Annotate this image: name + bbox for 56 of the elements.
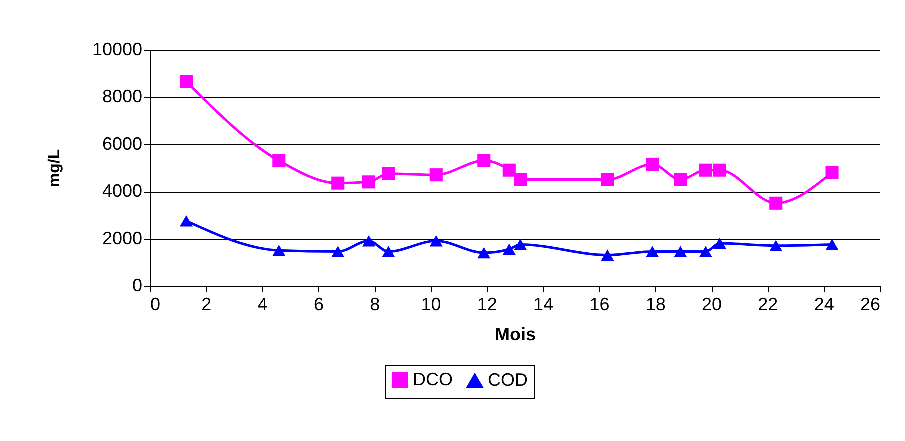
y-tick-label: 0 [132,276,142,296]
x-tick-label: 22 [758,294,778,314]
x-tick-label: 18 [646,294,666,314]
x-tick-label: 24 [814,294,834,314]
point [713,164,726,177]
y-tick-label: 2000 [102,228,142,248]
x-tick-label: 4 [258,294,268,314]
point [514,239,528,250]
y-tick-label: 8000 [102,86,142,107]
legend-label: COD [488,370,528,390]
point [272,244,286,256]
point [514,173,528,186]
point [601,173,614,186]
point [362,176,376,189]
point [770,240,783,252]
point [272,154,286,168]
y-axis-title: mg/L [46,149,64,188]
point [430,236,443,247]
point [502,244,516,256]
point [382,246,396,258]
x-tick-label: 2 [202,294,212,314]
x-tick-label: 26 [860,294,880,314]
point [674,173,688,186]
x-tick-label: 8 [370,294,380,314]
y-tick-label: 4000 [102,181,142,202]
point [674,246,688,258]
x-tick-label: 0 [150,294,161,314]
point [770,196,783,210]
point [382,167,396,180]
x-tick-label: 16 [590,294,610,314]
point [646,246,660,258]
y-tick-label: 6000 [102,134,142,154]
point [362,236,376,247]
x-tick-label: 20 [702,294,722,314]
x-tick-label: 14 [534,294,554,314]
point [502,164,516,177]
point [180,75,194,88]
point [180,215,194,227]
point [430,168,443,182]
point [332,176,345,190]
point [332,246,345,258]
x-tick-label: 12 [477,294,498,314]
point [699,246,712,258]
point [713,238,726,250]
point [478,154,491,168]
y-tick-label: 10000 [92,40,142,60]
point [826,166,839,180]
point [601,250,614,261]
point [699,164,712,177]
x-tick-label: 10 [421,294,442,314]
legend-label: DCO [413,369,453,390]
x-axis-title: Mois [494,324,536,344]
point [826,239,839,250]
point [478,247,491,259]
point [646,158,660,171]
x-tick-label: 6 [314,294,324,314]
